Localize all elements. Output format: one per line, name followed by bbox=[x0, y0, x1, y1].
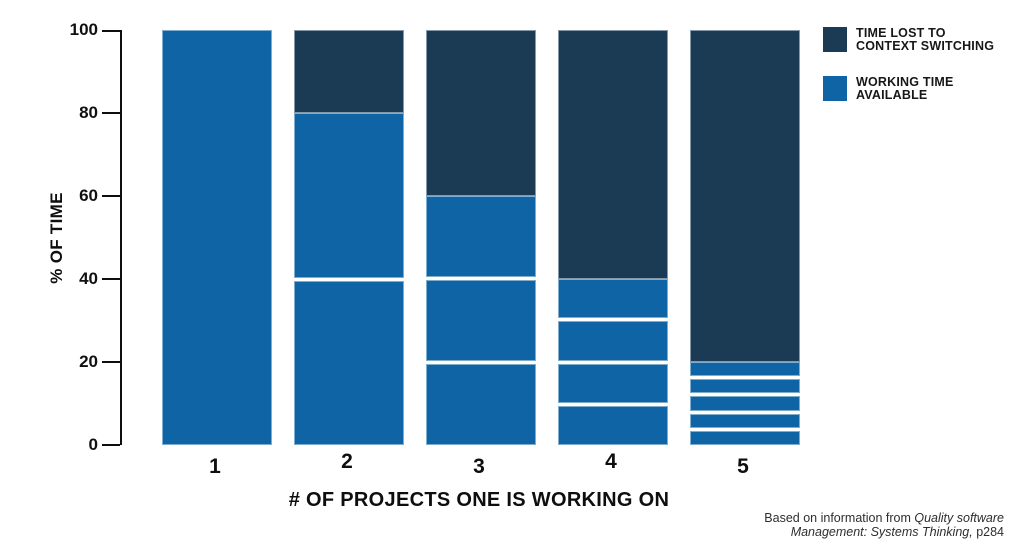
segment-context-switching bbox=[690, 30, 800, 362]
segment-working-time bbox=[162, 30, 272, 445]
legend-label: WORKING TIME AVAILABLE bbox=[856, 75, 954, 102]
y-tick-label-0: 0 bbox=[88, 435, 98, 454]
y-tick-label-80: 80 bbox=[79, 103, 98, 122]
working-subsegment bbox=[426, 364, 536, 445]
y-tick-label-100: 100 bbox=[69, 20, 98, 39]
working-subsegment bbox=[426, 196, 536, 277]
legend-item-1: WORKING TIME AVAILABLE bbox=[823, 76, 994, 102]
bar-projects-2 bbox=[294, 30, 404, 445]
y-tick-60 bbox=[102, 195, 120, 197]
x-category-label-5: 5 bbox=[737, 455, 749, 478]
bar-projects-5 bbox=[690, 30, 800, 446]
working-subsegment bbox=[162, 30, 272, 445]
legend: TIME LOST TO CONTEXT SWITCHING WORKING TIM… bbox=[823, 27, 994, 125]
x-category-label-1: 1 bbox=[209, 455, 221, 478]
working-subsegment bbox=[294, 113, 404, 278]
y-tick-40 bbox=[102, 278, 120, 280]
plot-area: 0 20 40 60 80 100 bbox=[70, 20, 802, 454]
y-tick-label-40: 40 bbox=[79, 269, 98, 288]
y-tick-label-20: 20 bbox=[79, 352, 98, 371]
x-category-label-2: 2 bbox=[341, 450, 353, 473]
legend-item-0: TIME LOST TO CONTEXT SWITCHING bbox=[823, 27, 994, 53]
segment-context-switching bbox=[426, 30, 536, 196]
working-subsegment bbox=[690, 413, 800, 428]
x-category-label-4: 4 bbox=[605, 450, 617, 473]
working-subsegment bbox=[690, 362, 800, 377]
working-subsegment bbox=[690, 396, 800, 411]
legend-swatch bbox=[823, 76, 847, 101]
y-tick-80 bbox=[102, 112, 120, 114]
working-subsegment bbox=[426, 280, 536, 361]
legend-swatch bbox=[823, 27, 847, 52]
segment-working-time bbox=[426, 196, 536, 445]
working-subsegment bbox=[558, 279, 668, 319]
footnote-book-title-part2: Management: Systems Thinking, bbox=[790, 524, 973, 539]
footnote-book-title-part1: Quality software bbox=[914, 511, 1004, 525]
y-tick-0 bbox=[102, 444, 120, 446]
segment-working-time bbox=[294, 113, 404, 445]
footnote: Based on information from Quality softwa… bbox=[764, 511, 1004, 540]
bar-projects-3 bbox=[426, 30, 536, 445]
x-category-label-3: 3 bbox=[473, 455, 485, 478]
x-axis-title: # OF PROJECTS ONE IS WORKING ON bbox=[288, 489, 670, 511]
working-subsegment bbox=[294, 280, 404, 445]
working-subsegment bbox=[558, 363, 668, 403]
segment-context-switching bbox=[558, 30, 668, 279]
y-tick-label-60: 60 bbox=[79, 186, 98, 205]
segment-working-time bbox=[558, 279, 668, 445]
working-subsegment bbox=[558, 405, 668, 445]
footnote-line-2: Management: Systems Thinking, p284 bbox=[764, 524, 1004, 540]
footnote-text: Based on information from bbox=[764, 511, 915, 525]
y-tick-20 bbox=[102, 361, 120, 363]
footnote-page-ref: p284 bbox=[972, 524, 1004, 539]
bar-projects-4 bbox=[558, 30, 668, 445]
segment-context-switching bbox=[294, 30, 404, 113]
working-subsegment bbox=[558, 321, 668, 361]
legend-label: TIME LOST TO CONTEXT SWITCHING bbox=[856, 26, 995, 53]
working-subsegment bbox=[690, 430, 800, 446]
bar-projects-1 bbox=[162, 30, 272, 445]
y-tick-100 bbox=[102, 30, 120, 32]
segment-working-time bbox=[690, 362, 800, 446]
working-subsegment bbox=[690, 379, 800, 394]
footnote-line-1: Based on information from Quality softwa… bbox=[764, 511, 1004, 526]
